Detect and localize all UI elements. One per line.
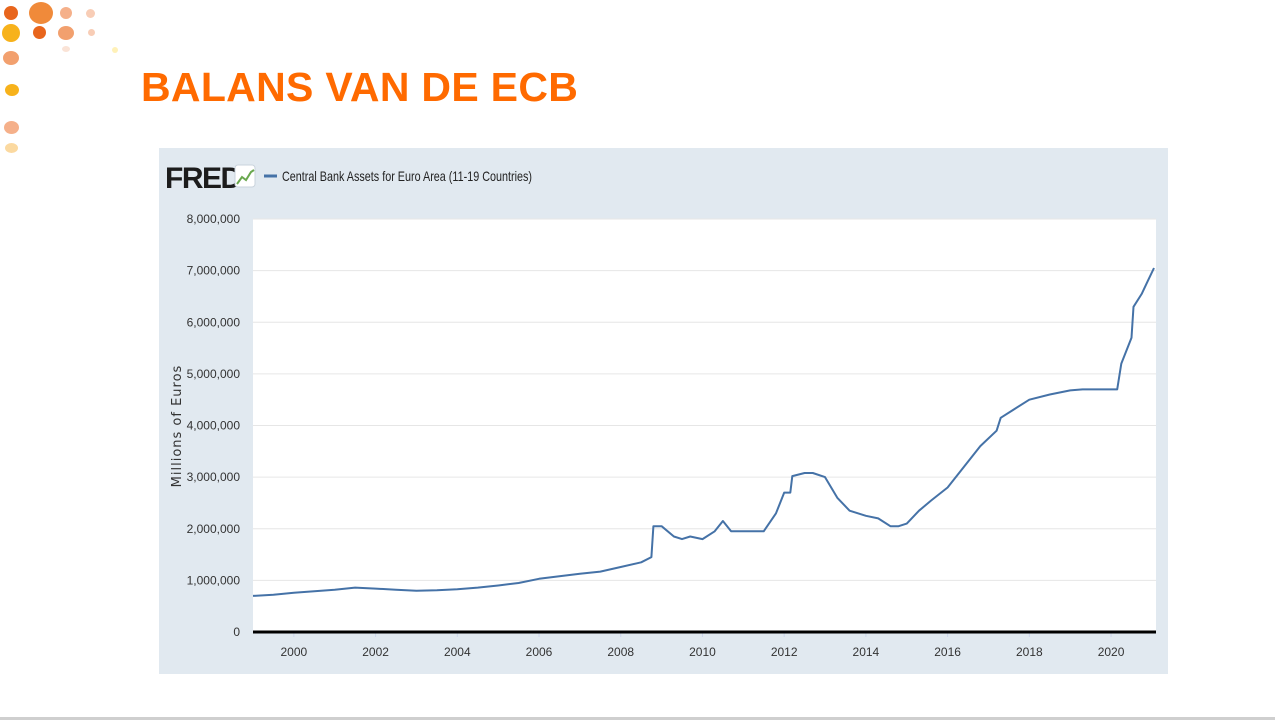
slide-bottom-rule	[0, 717, 1275, 720]
y-tick-label: 2,000,000	[187, 522, 241, 536]
decorative-dot	[2, 24, 20, 42]
grid-layer	[253, 218, 1156, 632]
decorative-dot	[5, 84, 19, 96]
series-line	[252, 267, 1155, 597]
decorative-dot	[3, 51, 19, 65]
decorative-dot	[62, 46, 70, 52]
x-tick-label: 2020	[1098, 645, 1125, 659]
y-tick-label: 8,000,000	[187, 212, 241, 226]
decorative-dot	[5, 143, 18, 153]
slide-title: BALANS VAN DE ECB	[141, 64, 579, 110]
decorative-dot	[33, 26, 46, 39]
decorative-dot	[4, 121, 19, 134]
decorative-dot	[86, 9, 95, 18]
y-tick-label: 5,000,000	[187, 367, 241, 381]
fred-logo: FRED	[165, 162, 242, 195]
x-tick-label: 2012	[771, 645, 798, 659]
line-layer	[252, 267, 1155, 597]
fred-graph-icon	[234, 164, 256, 188]
y-tick-label: 4,000,000	[187, 419, 241, 433]
y-tick-label: 3,000,000	[187, 470, 241, 484]
y-tick-label: 7,000,000	[187, 264, 241, 278]
fred-chart: 0 1,000,000 2,000,000 3,000,000 4,000,000 5,0…	[159, 148, 1168, 674]
x-tick-label: 2010	[689, 645, 716, 659]
chart-svg: 0 1,000,000 2,000,000 3,000,000 4,000,000 5,0…	[165, 162, 1156, 659]
legend-label: Central Bank Assets for Euro Area (11-19…	[282, 168, 532, 184]
decorative-dot	[58, 26, 74, 40]
decorative-dots	[0, 0, 130, 160]
y-tick-label: 6,000,000	[187, 315, 241, 329]
y-axis-label: Millions of Euros	[170, 365, 185, 488]
decorative-dot	[4, 6, 18, 20]
x-tick-label: 2008	[607, 645, 634, 659]
y-tick-label: 0	[233, 625, 240, 639]
x-tick-label: 2016	[934, 645, 961, 659]
x-tick-label: 2014	[853, 645, 880, 659]
decorative-dot	[112, 47, 118, 53]
y-tick-label: 1,000,000	[187, 573, 241, 587]
x-tick-label: 2006	[526, 645, 553, 659]
x-tick-label: 2018	[1016, 645, 1043, 659]
decorative-dot	[60, 7, 72, 19]
tick-layer: 0 1,000,000 2,000,000 3,000,000 4,000,000 5,0…	[187, 212, 1156, 659]
x-tick-label: 2002	[362, 645, 389, 659]
decorative-dot	[29, 2, 53, 24]
x-tick-label: 2000	[281, 645, 308, 659]
x-tick-label: 2004	[444, 645, 471, 659]
decorative-dot	[88, 29, 95, 36]
